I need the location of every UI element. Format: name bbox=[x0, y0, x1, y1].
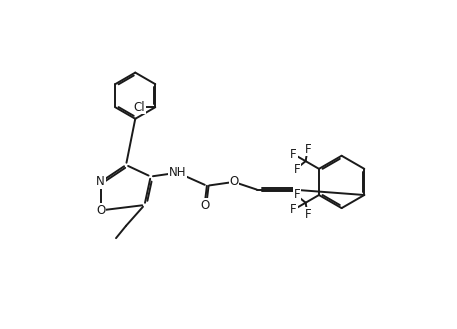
Text: Cl: Cl bbox=[133, 101, 145, 114]
Text: F: F bbox=[290, 203, 297, 216]
Text: O: O bbox=[96, 204, 105, 217]
Text: N: N bbox=[96, 175, 105, 189]
Text: O: O bbox=[200, 198, 209, 212]
Text: NH: NH bbox=[169, 166, 186, 179]
Text: F: F bbox=[294, 188, 300, 201]
Text: F: F bbox=[305, 143, 312, 156]
Text: O: O bbox=[229, 175, 239, 189]
Text: F: F bbox=[290, 148, 297, 161]
Text: F: F bbox=[305, 208, 312, 221]
Text: F: F bbox=[294, 163, 300, 176]
